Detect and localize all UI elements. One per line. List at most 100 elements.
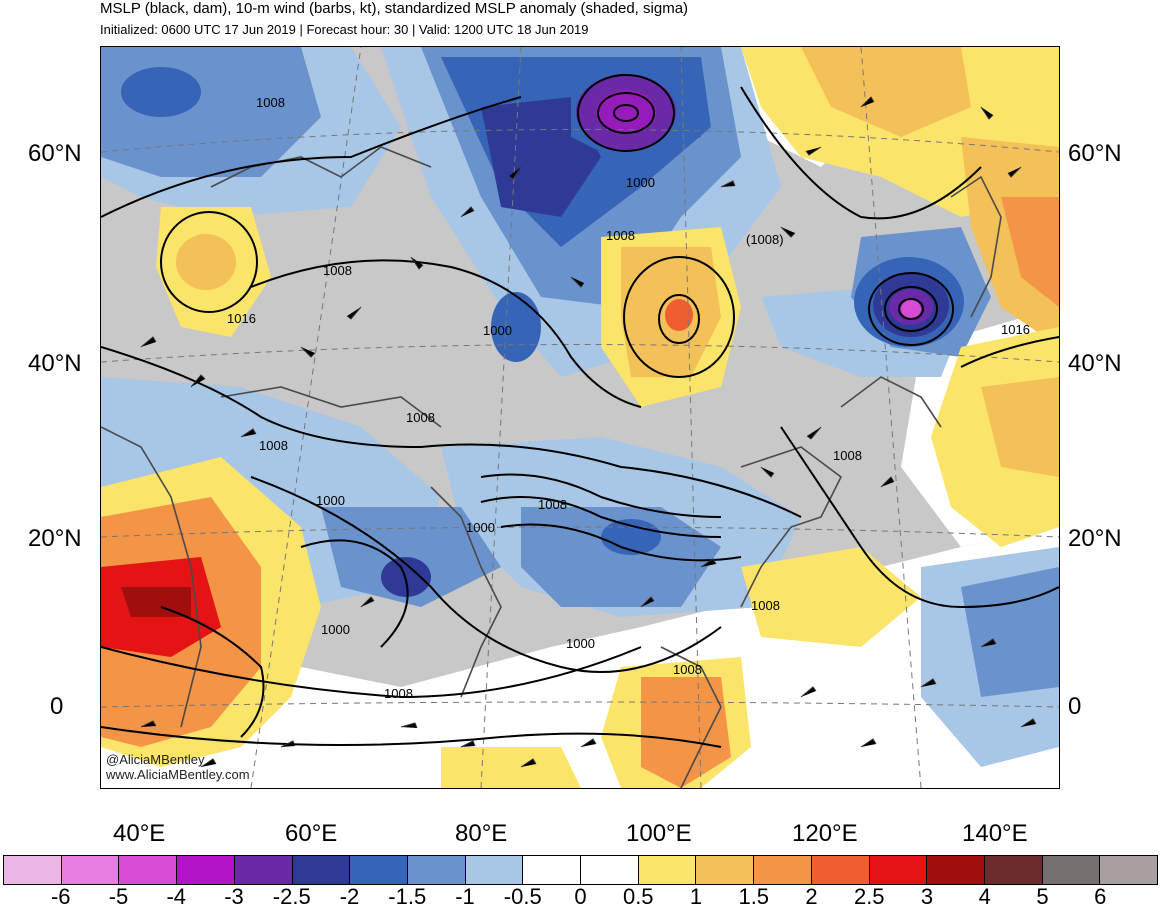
colorbar-swatch <box>465 856 524 884</box>
lon-label-140e: 140°E <box>962 820 1028 847</box>
contour-label-group: 1008 1008 1008 1008 1008 1008 1008 1008 … <box>227 95 1030 701</box>
colorbar-label: -5 <box>108 884 129 909</box>
colorbar-swatch <box>869 856 928 884</box>
colorbar-label: -2 <box>339 884 360 909</box>
contour-label: 1008 <box>751 598 780 613</box>
colorbar-label: 4 <box>978 884 991 909</box>
anomaly-pos4-africa <box>121 587 191 617</box>
colorbar-swatch <box>696 856 755 884</box>
map-subtitle: Initialized: 0600 UTC 17 Jun 2019 | Fore… <box>100 22 589 37</box>
anomaly-neg1-pacific <box>961 567 1059 697</box>
contour-label: 1000 <box>321 622 350 637</box>
colorbar-label: -1.5 <box>388 884 427 909</box>
colorbar-label: -1 <box>455 884 475 909</box>
contour-label: 1008 <box>673 662 702 677</box>
lat-label-eq-right: 0 <box>1068 693 1082 720</box>
credit-website[interactable]: www.AliciaMBentley.com <box>106 767 250 782</box>
colorbar-swatch <box>581 856 639 884</box>
colorbar-swatch <box>984 856 1043 884</box>
lat-label-60n-right: 60°N <box>1068 140 1122 167</box>
anomaly-pos1-russia <box>176 234 236 290</box>
colorbar-swatch <box>61 856 120 884</box>
anomaly-neg15-kazakh <box>491 292 541 362</box>
colorbar-label: -0.5 <box>503 884 542 909</box>
colorbar-label: 5 <box>1036 884 1049 909</box>
lat-label-40n-right: 40°N <box>1068 350 1122 377</box>
colorbar-swatch <box>4 856 62 884</box>
contour-label: 1008 <box>538 497 567 512</box>
colorbar-swatch <box>1100 856 1158 884</box>
contour-label: 1000 <box>466 520 495 535</box>
contour-label: 1008 <box>406 410 435 425</box>
colorbar-swatch <box>927 856 985 884</box>
contour-label: 1008 <box>606 228 635 243</box>
anomaly-neg1-tibet <box>521 507 721 607</box>
colorbar-label: -2.5 <box>272 884 311 909</box>
anomaly-pos1-okhotsk <box>961 137 1059 347</box>
colorbar-swatch <box>811 856 870 884</box>
contour-label: 1008 <box>833 448 862 463</box>
contour-label: 1008 <box>323 263 352 278</box>
colorbar-label: -3 <box>224 884 244 909</box>
anomaly-pos1-japan <box>981 377 1059 477</box>
lon-label-60e: 60°E <box>285 820 338 847</box>
anomaly-neg15-nw <box>121 67 201 117</box>
anomaly-pos2-mongolia <box>665 299 693 331</box>
colorbar-swatch <box>350 856 408 884</box>
contour-label: 1000 <box>566 636 595 651</box>
contour-label: 1000 <box>483 323 512 338</box>
mslp-contours <box>101 74 1059 748</box>
colorbar-swatch <box>119 856 178 884</box>
colorbar <box>3 855 1158 885</box>
anomaly-pos1-kamchatka <box>801 47 971 137</box>
anomaly-map: 1008 1008 1008 1008 1008 1008 1008 1008 … <box>101 47 1059 788</box>
lat-label-eq-left: 0 <box>50 693 64 720</box>
colorbar-label: 0.5 <box>622 884 654 909</box>
map-title: MSLP (black, dam), 10-m wind (barbs, kt)… <box>100 0 689 17</box>
contour-label: 1008 <box>256 95 285 110</box>
lat-label-60n-left: 60°N <box>28 140 82 167</box>
anomaly-pos05-indian-ocean <box>441 747 581 788</box>
anomaly-neg3-low-core <box>596 90 656 134</box>
map-panel: 1008 1008 1008 1008 1008 1008 1008 1008 … <box>100 46 1060 789</box>
lon-label-80e: 80°E <box>455 820 508 847</box>
credit-twitter: @AliciaMBentley <box>106 752 205 767</box>
anomaly-pos15-indonesia <box>641 677 731 788</box>
colorbar-labels: -6 -5 -4 -3 -2.5 -2 -1.5 -1 -0.5 0 0.5 1 1.5 2 2.5 3 4 5 6 <box>0 884 1160 912</box>
colorbar-label: 0 <box>574 884 587 909</box>
contour-label: 1008 <box>259 438 288 453</box>
colorbar-label: 2 <box>805 884 818 909</box>
colorbar-swatch <box>407 856 466 884</box>
lat-label-20n-left: 20°N <box>28 525 82 552</box>
contour-label: 1000 <box>626 175 655 190</box>
contour-label: 1016 <box>1001 322 1030 337</box>
colorbar-label: 3 <box>920 884 934 909</box>
colorbar-swatch <box>638 856 697 884</box>
anomaly-pos15-okhotsk <box>1001 197 1059 307</box>
colorbar-label: 6 <box>1094 884 1107 909</box>
contour-label: (1008) <box>746 232 784 247</box>
lon-label-120e: 120°E <box>792 820 858 847</box>
anomaly-neg4-korea-core <box>901 300 921 318</box>
colorbar-swatch <box>292 856 351 884</box>
colorbar-label: 1.5 <box>738 884 770 909</box>
wind-barbs <box>140 96 1037 768</box>
colorbar-label: 2.5 <box>853 884 885 909</box>
colorbar-label: -4 <box>166 884 187 909</box>
contour-label: 1016 <box>227 311 256 326</box>
coastlines <box>101 146 1002 788</box>
colorbar-swatch <box>523 856 582 884</box>
anomaly-neg1-iran <box>321 507 501 607</box>
colorbar-swatch <box>234 856 293 884</box>
contour-label: 1008 <box>384 686 413 701</box>
anomaly-pos05-philippines <box>741 547 921 647</box>
colorbar-label: 1 <box>689 884 703 909</box>
anomaly-neg15-tibet <box>601 519 661 555</box>
lon-label-100e: 100°E <box>626 820 692 847</box>
colorbar-swatch <box>177 856 235 884</box>
contour-label: 1000 <box>316 493 345 508</box>
lat-label-40n-left: 40°N <box>28 350 82 377</box>
colorbar-swatch <box>754 856 812 884</box>
lat-label-20n-right: 20°N <box>1068 525 1122 552</box>
lon-label-40e: 40°E <box>113 820 166 847</box>
